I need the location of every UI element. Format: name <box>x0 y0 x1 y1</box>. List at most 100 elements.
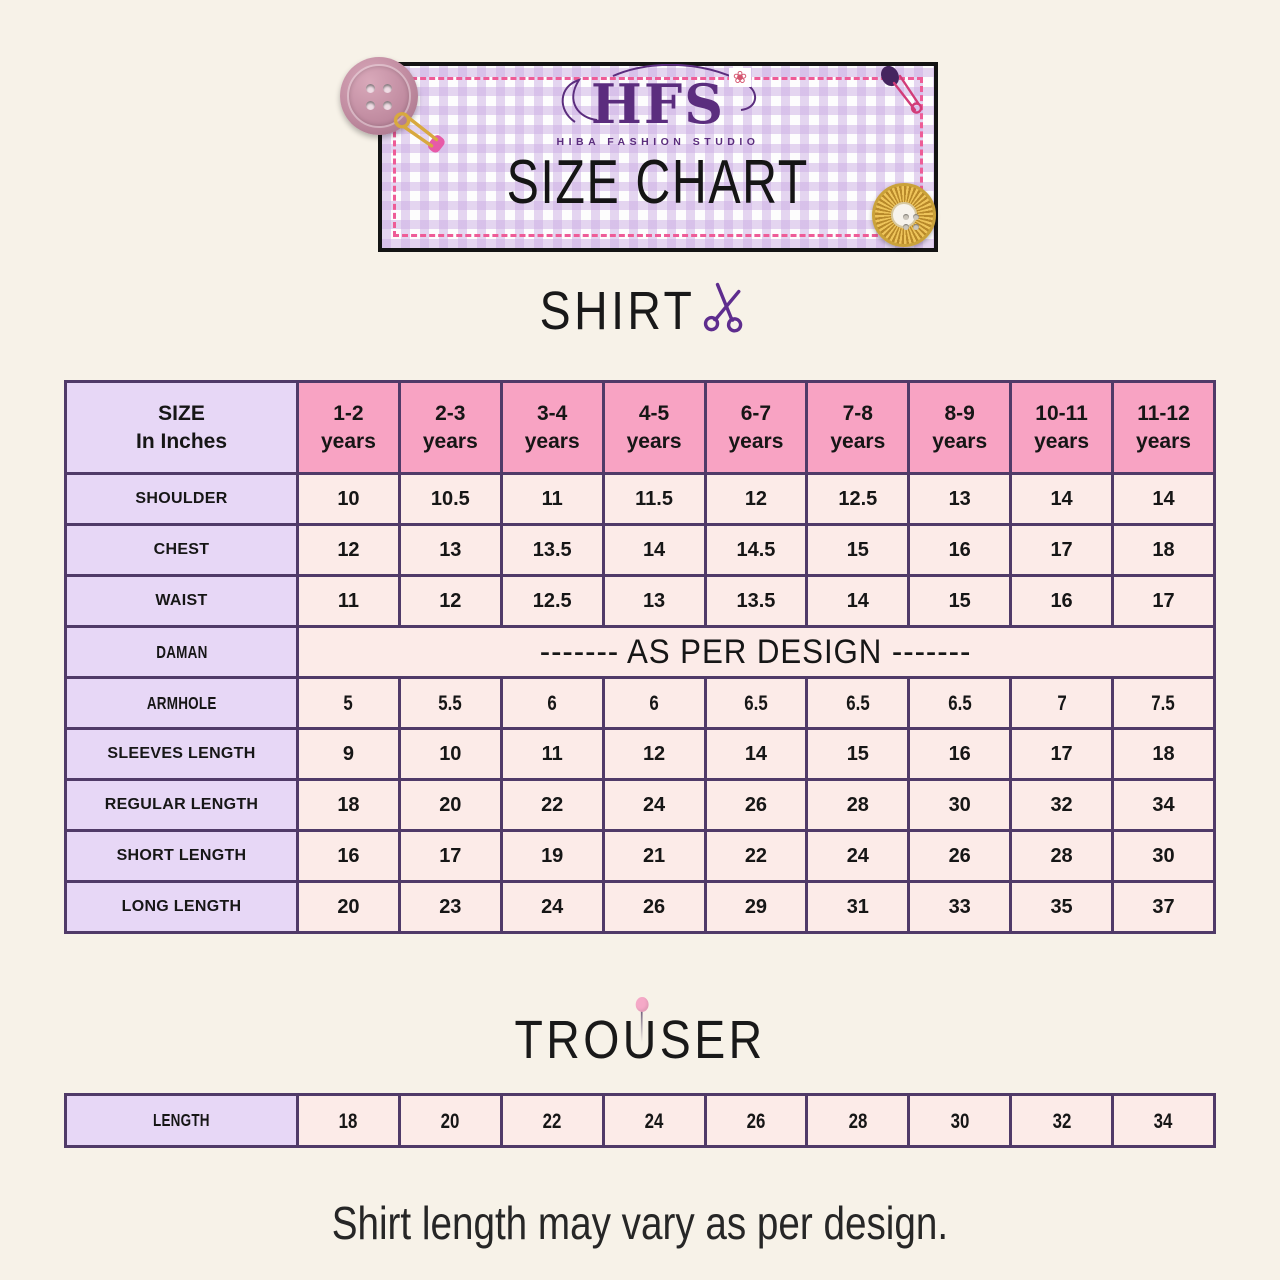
size-cell: 28 <box>1009 829 1114 883</box>
size-cell: 13 <box>397 523 503 577</box>
size-cell: 30 <box>1111 829 1216 883</box>
size-cell: 20 <box>397 1093 503 1148</box>
size-cell: 31 <box>805 880 911 934</box>
gold-safety-pin-icon <box>393 112 445 153</box>
size-cell: 11.5 <box>601 472 707 526</box>
size-cell: 15 <box>805 727 911 781</box>
age-column-header: 11-12 years <box>1111 380 1216 475</box>
header-row: SIZE In Inches 1-2 years 2-3 years 3-4 years 4-5… <box>64 380 1216 475</box>
trouser-size-table: LENGTH 18 20 22 24 26 28 30 32 34 <box>64 1093 1216 1148</box>
size-cell: 26 <box>703 1093 809 1148</box>
size-cell: 22 <box>499 778 605 832</box>
row-label: WAIST <box>64 574 299 628</box>
size-cell: 28 <box>805 778 911 832</box>
size-cell: 5 <box>296 676 401 730</box>
size-cell: 16 <box>296 829 401 883</box>
size-cell: 18 <box>296 1093 401 1148</box>
size-cell: 30 <box>907 778 1013 832</box>
shirt-title-text: SHIRT <box>540 281 696 341</box>
size-cell: 35 <box>1009 880 1114 934</box>
age-column-header: 8-9 years <box>907 380 1013 475</box>
size-cell: 11 <box>499 727 605 781</box>
size-cell: 21 <box>601 829 707 883</box>
size-cell: 14.5 <box>703 523 809 577</box>
size-cell: 26 <box>601 880 707 934</box>
table-row: DAMAN ------- AS PER DESIGN ------- <box>64 625 1216 679</box>
size-cell: 18 <box>296 778 401 832</box>
size-cell: 14 <box>703 727 809 781</box>
size-cell: 14 <box>601 523 707 577</box>
table-row: WAIST 11 12 12.5 13 13.5 14 15 16 17 <box>64 574 1216 628</box>
footnote-text: Shirt length may vary as per design. <box>331 1197 949 1249</box>
age-column-header: 4-5 years <box>601 380 707 475</box>
mauve-button-icon <box>340 57 418 135</box>
size-cell: 6.5 <box>805 676 911 730</box>
size-cell: 10.5 <box>397 472 503 526</box>
size-cell: 17 <box>1009 727 1114 781</box>
size-cell: 23 <box>397 880 503 934</box>
age-column-header: 2-3 years <box>397 380 503 475</box>
row-label: REGULAR LENGTH <box>64 778 299 832</box>
age-column-header: 10-11 years <box>1009 380 1114 475</box>
size-cell: 13.5 <box>703 574 809 628</box>
size-cell: 12 <box>703 472 809 526</box>
size-cell: 18 <box>1111 727 1216 781</box>
size-cell: 15 <box>907 574 1013 628</box>
corner-header: SIZE In Inches <box>64 380 299 475</box>
size-cell: 17 <box>397 829 503 883</box>
footnote: Shirt length may vary as per design. <box>0 1198 1280 1249</box>
size-cell: 12.5 <box>805 472 911 526</box>
size-cell: 34 <box>1111 1093 1216 1148</box>
size-cell: 18 <box>1111 523 1216 577</box>
scissors-icon <box>695 278 757 344</box>
trouser-section-title: TRO USER <box>0 997 1280 1069</box>
table-row: CHEST 12 13 13.5 14 14.5 15 16 17 18 <box>64 523 1216 577</box>
size-cell: 26 <box>703 778 809 832</box>
size-cell: 5.5 <box>397 676 503 730</box>
shirt-size-table: SIZE In Inches 1-2 years 2-3 years 3-4 years 4-5… <box>64 380 1216 934</box>
age-column-header: 6-7 years <box>703 380 809 475</box>
size-cell: 13.5 <box>499 523 605 577</box>
logo-text: HFS <box>590 72 726 136</box>
size-cell: 29 <box>703 880 809 934</box>
row-label: LENGTH <box>64 1093 299 1148</box>
size-cell: 24 <box>805 829 911 883</box>
flower-icon: ❀ <box>728 68 752 87</box>
size-cell: 20 <box>296 880 401 934</box>
size-cell: 12 <box>601 727 707 781</box>
row-label: DAMAN <box>64 625 299 679</box>
table-row: SLEEVES LENGTH 9 10 11 12 14 15 16 17 18 <box>64 727 1216 781</box>
row-label: CHEST <box>64 523 299 577</box>
size-cell: 11 <box>499 472 605 526</box>
size-cell: 14 <box>805 574 911 628</box>
size-cell: 12 <box>296 523 401 577</box>
logo-subtext: HIBA FASHION STUDIO <box>556 135 760 148</box>
age-column-header: 1-2 years <box>296 380 401 475</box>
size-cell: 32 <box>1009 778 1114 832</box>
age-column-header: 3-4 years <box>499 380 605 475</box>
size-cell: 9 <box>296 727 401 781</box>
size-cell: 22 <box>499 1093 605 1148</box>
size-cell: 7 <box>1009 676 1114 730</box>
size-cell: 13 <box>601 574 707 628</box>
size-cell: 32 <box>1009 1093 1114 1148</box>
table-row: REGULAR LENGTH 18 20 22 24 26 28 30 32 34 <box>64 778 1216 832</box>
banner: HFS ❀ HIBA FASHION STUDIO SIZE CHART <box>378 62 938 252</box>
size-cell: 14 <box>1111 472 1216 526</box>
size-cell: 16 <box>907 523 1013 577</box>
size-cell: 30 <box>907 1093 1013 1148</box>
size-cell: 24 <box>499 880 605 934</box>
size-cell: 13 <box>907 472 1013 526</box>
table-row: SHOULDER 10 10.5 11 11.5 12 12.5 13 14 14 <box>64 472 1216 526</box>
size-cell: 16 <box>907 727 1013 781</box>
merged-cell: ------- AS PER DESIGN ------- <box>296 625 1216 679</box>
pin-needle <box>640 1010 643 1042</box>
size-cell: 34 <box>1111 778 1216 832</box>
size-cell: 6.5 <box>703 676 809 730</box>
banner-title: SIZE CHART <box>506 147 810 217</box>
row-label: LONG LENGTH <box>64 880 299 934</box>
size-cell: 6.5 <box>907 676 1013 730</box>
size-cell: 11 <box>296 574 401 628</box>
size-cell: 10 <box>296 472 401 526</box>
row-label: SLEEVES LENGTH <box>64 727 299 781</box>
